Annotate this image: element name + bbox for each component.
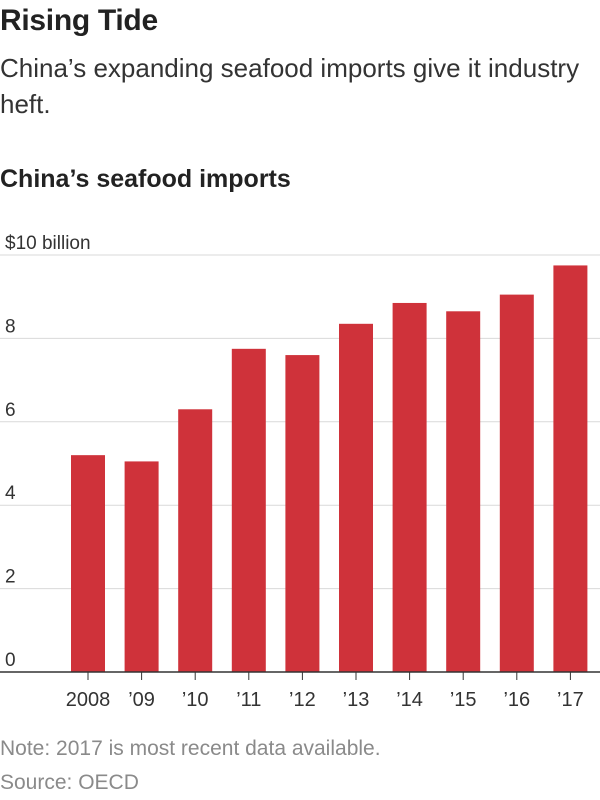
y-tick-label: 0 (5, 650, 16, 671)
chart-note: Note: 2017 is most recent data available… (0, 737, 381, 760)
x-tick-label: ’09 (128, 689, 155, 711)
bar-11 (231, 348, 266, 672)
x-tick-label: ’14 (396, 689, 423, 711)
y-tick-label: 8 (5, 316, 16, 337)
bar-16 (499, 294, 534, 672)
bar-14 (392, 302, 427, 672)
bar-15 (446, 311, 481, 672)
x-tick-label: ’11 (236, 689, 261, 711)
y-tick-label: $10 billion (5, 233, 91, 254)
x-tick-label: ’16 (503, 689, 530, 711)
x-tick-label: ’13 (343, 689, 370, 711)
page-title: Rising Tide (0, 4, 158, 37)
chart-title: China’s seafood imports (0, 165, 291, 193)
x-tick-label: ’12 (289, 689, 316, 711)
x-tick-label: ’15 (450, 689, 477, 711)
y-tick-label: 4 (5, 483, 16, 504)
bar-17 (553, 265, 588, 672)
bar-09 (124, 461, 159, 672)
x-tick-label: 2008 (66, 689, 111, 711)
y-tick-label: 6 (5, 400, 16, 421)
y-tick-label: 2 (5, 567, 16, 588)
bar-2008 (71, 455, 105, 672)
x-tick-label: ’10 (182, 689, 209, 711)
bar-12 (285, 355, 320, 672)
page-subtitle: China’s expanding seafood imports give i… (0, 53, 580, 119)
bar-10 (178, 409, 213, 672)
bar-13 (339, 323, 373, 672)
bar-chart: 0 2 4 6 8 $10 billion 2008 ’09 ’10 ’11 ’12 ’13 ’14 ’1… (0, 233, 600, 711)
x-tick-label: ’17 (557, 689, 584, 711)
chart-source: Source: OECD (0, 771, 139, 794)
